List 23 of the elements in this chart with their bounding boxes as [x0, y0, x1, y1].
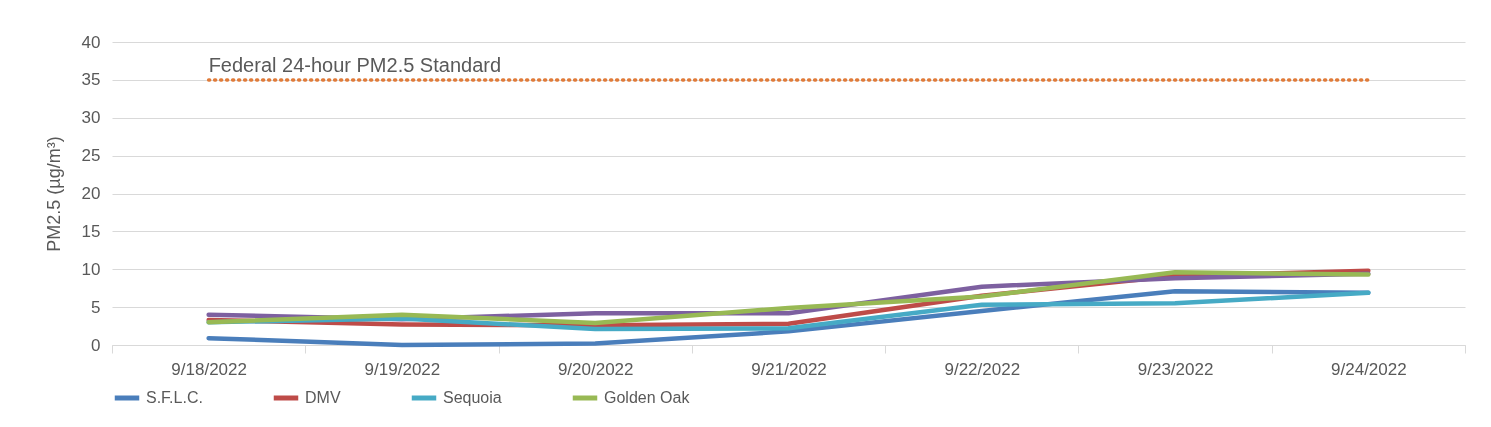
x-tick-label: 9/24/2022: [1331, 359, 1407, 379]
legend-label: DMV: [305, 389, 341, 406]
y-tick-label: 0: [91, 335, 101, 355]
x-tick-label: 9/23/2022: [1137, 359, 1214, 379]
x-tick-label: 9/20/2022: [557, 359, 634, 379]
y-tick-label: 5: [91, 297, 101, 317]
legend-label: Sequoia: [443, 389, 502, 406]
ref-line-label: Federal 24-hour PM2.5 Standard: [208, 53, 502, 76]
y-tick-label: 20: [81, 184, 101, 203]
y-tick-label: 15: [81, 221, 101, 241]
y-axis-title: PM2.5 (µg/m³): [43, 136, 64, 252]
y-tick-label: 10: [81, 259, 101, 279]
x-tick-label: 9/21/2022: [751, 359, 827, 379]
x-tick-label: 9/18/2022: [171, 359, 247, 379]
y-tick-label: 30: [81, 108, 101, 128]
y-tick-label: 25: [81, 146, 101, 166]
legend-label: Golden Oak: [604, 389, 691, 406]
y-tick-label: 40: [81, 32, 101, 52]
y-tick-label: 35: [81, 70, 101, 90]
x-tick-label: 9/22/2022: [944, 359, 1021, 379]
line-series: [206, 288, 1371, 348]
legend-label: S.F.L.C.: [146, 389, 203, 406]
x-tick-label: 9/19/2022: [364, 359, 441, 379]
